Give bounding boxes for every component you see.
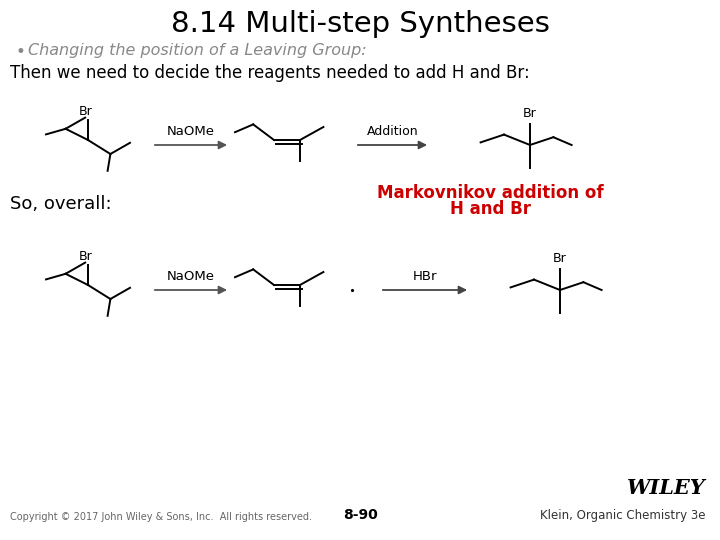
Text: Addition: Addition	[366, 125, 418, 138]
Text: WILEY: WILEY	[627, 478, 706, 498]
Text: Markovnikov addition of: Markovnikov addition of	[377, 184, 603, 202]
Text: NaOMe: NaOMe	[167, 270, 215, 283]
Text: Br: Br	[523, 107, 537, 120]
Text: Klein, Organic Chemistry 3e: Klein, Organic Chemistry 3e	[541, 509, 706, 522]
Text: Changing the position of a Leaving Group:: Changing the position of a Leaving Group…	[28, 43, 366, 58]
Text: Br: Br	[553, 252, 567, 265]
Text: •: •	[16, 43, 26, 61]
Text: Then we need to decide the reagents needed to add H and Br:: Then we need to decide the reagents need…	[10, 64, 530, 82]
Text: Copyright © 2017 John Wiley & Sons, Inc.  All rights reserved.: Copyright © 2017 John Wiley & Sons, Inc.…	[10, 512, 312, 522]
Text: H and Br: H and Br	[449, 200, 531, 218]
Text: 8-90: 8-90	[343, 508, 377, 522]
Text: 8.14 Multi-step Syntheses: 8.14 Multi-step Syntheses	[171, 10, 549, 38]
Text: Br: Br	[79, 251, 93, 264]
Text: Br: Br	[79, 105, 93, 118]
Text: HBr: HBr	[413, 270, 437, 283]
Text: NaOMe: NaOMe	[167, 125, 215, 138]
Text: So, overall:: So, overall:	[10, 195, 112, 213]
